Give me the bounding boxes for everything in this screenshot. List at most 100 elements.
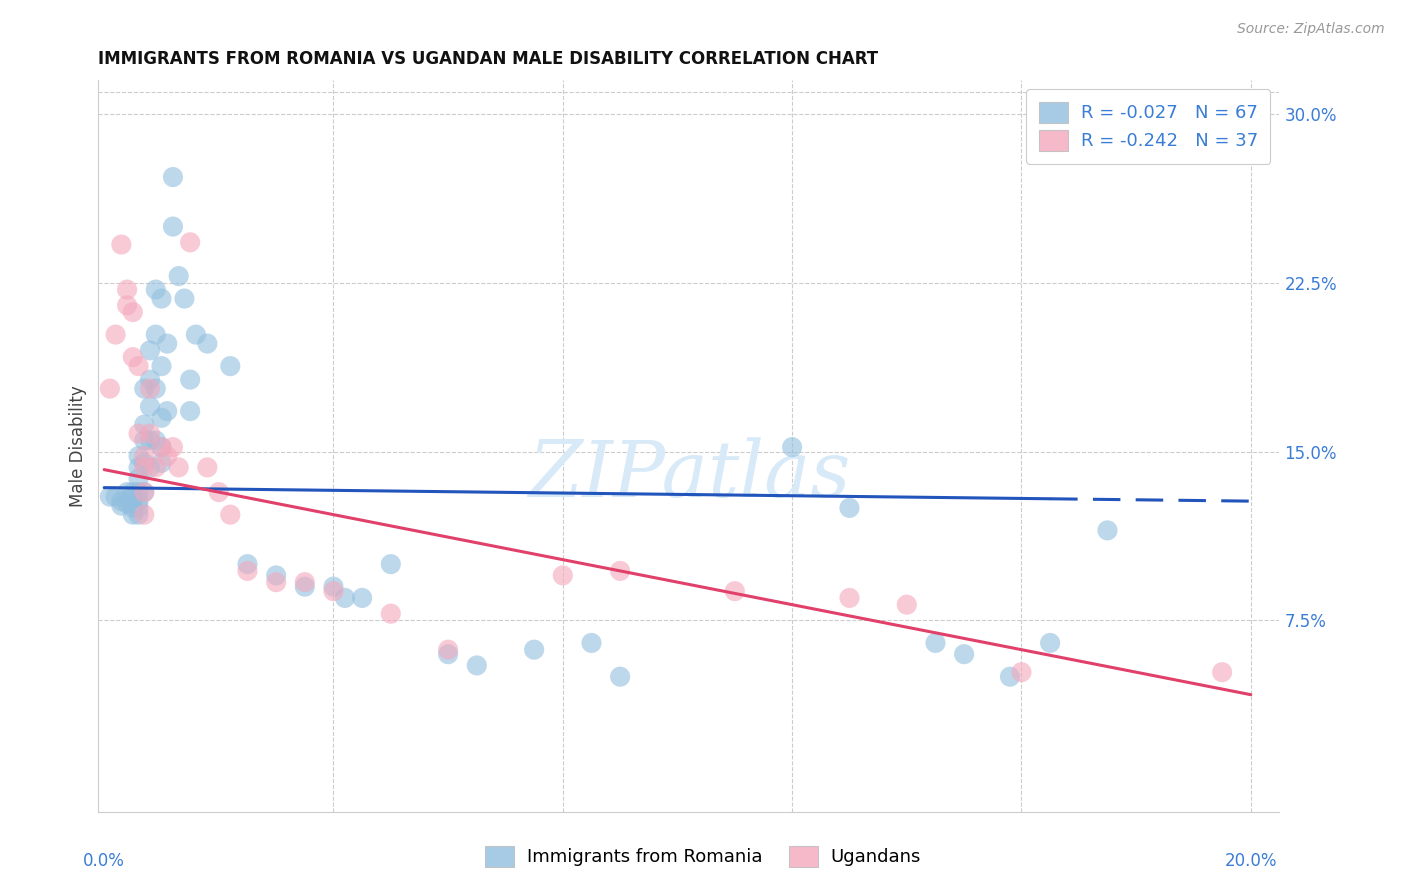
Point bbox=[236, 557, 259, 571]
Point bbox=[139, 382, 162, 396]
Point bbox=[609, 564, 631, 578]
Point bbox=[98, 490, 121, 504]
Point bbox=[128, 449, 150, 463]
Point bbox=[139, 373, 162, 387]
Point bbox=[179, 404, 201, 418]
Point bbox=[150, 456, 173, 470]
Point bbox=[162, 219, 184, 234]
Point bbox=[838, 500, 860, 515]
Point bbox=[121, 305, 143, 319]
Point bbox=[219, 508, 242, 522]
Point bbox=[110, 494, 132, 508]
Point bbox=[110, 237, 132, 252]
Point bbox=[264, 568, 287, 582]
Point bbox=[167, 460, 190, 475]
Point bbox=[139, 434, 162, 448]
Point bbox=[145, 283, 167, 297]
Point bbox=[139, 400, 162, 414]
Point bbox=[780, 440, 803, 454]
Point bbox=[128, 500, 150, 515]
Point bbox=[134, 485, 156, 500]
Point bbox=[352, 591, 374, 605]
Point bbox=[294, 575, 316, 590]
Point bbox=[134, 456, 156, 470]
Point bbox=[150, 359, 173, 373]
Point bbox=[219, 359, 242, 373]
Point bbox=[581, 636, 603, 650]
Point bbox=[896, 598, 918, 612]
Point bbox=[1211, 665, 1233, 680]
Point bbox=[139, 460, 162, 475]
Point bbox=[294, 580, 316, 594]
Point bbox=[551, 568, 574, 582]
Point bbox=[162, 169, 184, 184]
Point bbox=[150, 410, 173, 425]
Point bbox=[134, 460, 156, 475]
Point bbox=[145, 327, 167, 342]
Point bbox=[115, 283, 138, 297]
Point bbox=[380, 607, 402, 621]
Point bbox=[115, 485, 138, 500]
Point bbox=[838, 591, 860, 605]
Point bbox=[167, 269, 190, 284]
Legend: R = -0.027   N = 67, R = -0.242   N = 37: R = -0.027 N = 67, R = -0.242 N = 37 bbox=[1026, 89, 1271, 163]
Point bbox=[128, 494, 150, 508]
Text: Source: ZipAtlas.com: Source: ZipAtlas.com bbox=[1237, 22, 1385, 37]
Point bbox=[128, 359, 150, 373]
Point bbox=[115, 496, 138, 510]
Point bbox=[437, 642, 460, 657]
Point bbox=[195, 460, 218, 475]
Point bbox=[104, 327, 127, 342]
Point bbox=[128, 426, 150, 441]
Point bbox=[134, 434, 156, 448]
Point bbox=[953, 647, 976, 661]
Point bbox=[128, 472, 150, 486]
Point bbox=[609, 670, 631, 684]
Point bbox=[139, 426, 162, 441]
Point bbox=[998, 670, 1021, 684]
Point bbox=[523, 642, 546, 657]
Point bbox=[179, 235, 201, 250]
Point bbox=[104, 490, 127, 504]
Point bbox=[184, 327, 207, 342]
Point bbox=[134, 508, 156, 522]
Point bbox=[121, 500, 143, 515]
Point bbox=[145, 382, 167, 396]
Point bbox=[121, 496, 143, 510]
Point bbox=[145, 460, 167, 475]
Legend: Immigrants from Romania, Ugandans: Immigrants from Romania, Ugandans bbox=[478, 838, 928, 874]
Point bbox=[195, 336, 218, 351]
Text: IMMIGRANTS FROM ROMANIA VS UGANDAN MALE DISABILITY CORRELATION CHART: IMMIGRANTS FROM ROMANIA VS UGANDAN MALE … bbox=[98, 50, 879, 68]
Y-axis label: Male Disability: Male Disability bbox=[69, 385, 87, 507]
Point bbox=[1039, 636, 1062, 650]
Point bbox=[1011, 665, 1033, 680]
Point bbox=[179, 373, 201, 387]
Point bbox=[128, 485, 150, 500]
Point bbox=[128, 508, 150, 522]
Point bbox=[110, 499, 132, 513]
Point bbox=[333, 591, 356, 605]
Point bbox=[121, 485, 143, 500]
Point bbox=[465, 658, 488, 673]
Text: 20.0%: 20.0% bbox=[1225, 852, 1277, 871]
Point bbox=[437, 647, 460, 661]
Point bbox=[924, 636, 946, 650]
Point bbox=[115, 298, 138, 312]
Point bbox=[134, 417, 156, 432]
Point bbox=[156, 449, 179, 463]
Point bbox=[134, 485, 156, 500]
Point bbox=[98, 382, 121, 396]
Point bbox=[121, 350, 143, 364]
Point bbox=[134, 382, 156, 396]
Point bbox=[724, 584, 747, 599]
Point bbox=[264, 575, 287, 590]
Point bbox=[322, 580, 344, 594]
Point bbox=[380, 557, 402, 571]
Point bbox=[150, 292, 173, 306]
Text: ZIPatlas: ZIPatlas bbox=[527, 437, 851, 514]
Text: 0.0%: 0.0% bbox=[83, 852, 125, 871]
Point bbox=[162, 440, 184, 454]
Point bbox=[121, 508, 143, 522]
Point bbox=[173, 292, 195, 306]
Point bbox=[150, 440, 173, 454]
